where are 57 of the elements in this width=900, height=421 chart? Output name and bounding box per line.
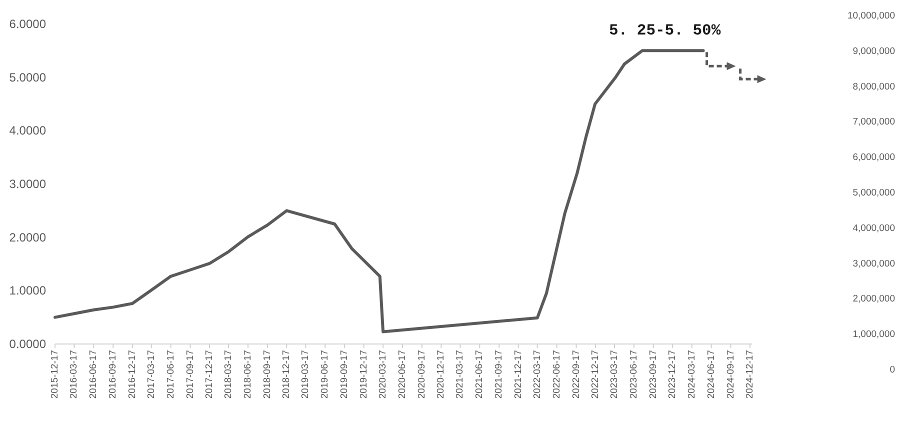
y-tick-label: 4.0000 <box>9 124 46 138</box>
line-series <box>54 49 705 334</box>
x-tick-label: 2021-06-17 <box>474 350 486 399</box>
x-tick-label: 2020-06-17 <box>397 350 408 399</box>
y2-tick-label: 1,000,000 <box>852 329 895 340</box>
x-tick-label: 2016-09-17 <box>108 350 119 399</box>
y2-tick-label: 5,000,000 <box>852 188 895 198</box>
x-tick-label: 2022-12-17 <box>590 350 601 399</box>
x-tick-label: 2017-12-17 <box>204 350 216 399</box>
x-tick-label: 2020-12-17 <box>436 350 447 399</box>
x-tick-label: 2020-09-17 <box>416 350 428 399</box>
x-tick-label: 2022-09-17 <box>570 350 582 399</box>
x-tick-label: 2024-06-17 <box>706 350 717 399</box>
x-tick-label: 2018-09-17 <box>262 350 273 399</box>
x-tick-label: 2023-09-17 <box>648 350 659 399</box>
x-tick-label: 2016-12-17 <box>126 350 138 399</box>
x-tick-label: 2018-06-17 <box>242 350 254 399</box>
y2-tick-label: 6,000,000 <box>852 152 895 164</box>
y-tick-label: 0.0000 <box>9 337 46 351</box>
y2-tick-label: 2,000,000 <box>852 294 895 305</box>
x-tick-label: 2020-03-17 <box>378 350 389 399</box>
x-tick-label: 2017-09-17 <box>184 350 196 399</box>
y2-tick-label: 0 <box>890 364 895 376</box>
y-tick-label: 1.0000 <box>9 284 46 298</box>
x-tick-label: 2021-03-17 <box>454 350 466 399</box>
x-tick-label: 2019-12-17 <box>358 350 370 399</box>
y2-tick-label: 9,000,000 <box>852 46 895 57</box>
x-tick-label: 2022-06-17 <box>551 350 562 399</box>
x-tick-label: 2024-03-17 <box>686 350 698 399</box>
x-tick-label: 2018-12-17 <box>281 350 292 399</box>
x-tick-label: 2015-12-17 <box>50 350 60 399</box>
x-tick-label: 2016-03-17 <box>68 350 80 399</box>
y-tick-label: 2.0000 <box>9 230 46 244</box>
x-tick-label: 2024-09-17 <box>725 350 736 399</box>
y2-tick-label: 7,000,000 <box>852 116 895 128</box>
x-tick-label: 2016-06-17 <box>88 350 100 399</box>
y-tick-label: 6.0000 <box>9 17 46 31</box>
y2-tick-label: 3,000,000 <box>852 258 895 270</box>
y2-tick-label: 4,000,000 <box>852 222 895 234</box>
y2-tick-label: 8,000,000 <box>852 81 895 92</box>
y2-tick-label: 10,000,000 <box>847 10 895 22</box>
x-tick-label: 2021-12-17 <box>512 350 524 399</box>
x-tick-label: 2017-06-17 <box>165 350 176 399</box>
x-tick-label: 2023-03-17 <box>609 350 620 399</box>
x-tick-label: 2017-03-17 <box>146 350 157 399</box>
x-tick-label: 2023-06-17 <box>628 350 640 399</box>
x-tick-label: 2019-06-17 <box>320 350 331 399</box>
x-tick-label: 2019-09-17 <box>339 350 350 399</box>
y-tick-label: 5.0000 <box>9 70 46 84</box>
annotation: 5. 25-5. 50% <box>609 22 722 40</box>
x-tick-label: 2022-03-17 <box>532 350 543 399</box>
x-tick-label: 2023-12-17 <box>667 350 678 399</box>
x-tick-label: 2024-12-17 <box>744 350 756 399</box>
x-tick-label: 2021-09-17 <box>494 350 505 399</box>
y-tick-label: 3.0000 <box>9 177 46 191</box>
x-tick-label: 2018-03-17 <box>223 350 234 399</box>
x-tick-label: 2019-03-17 <box>300 350 312 399</box>
